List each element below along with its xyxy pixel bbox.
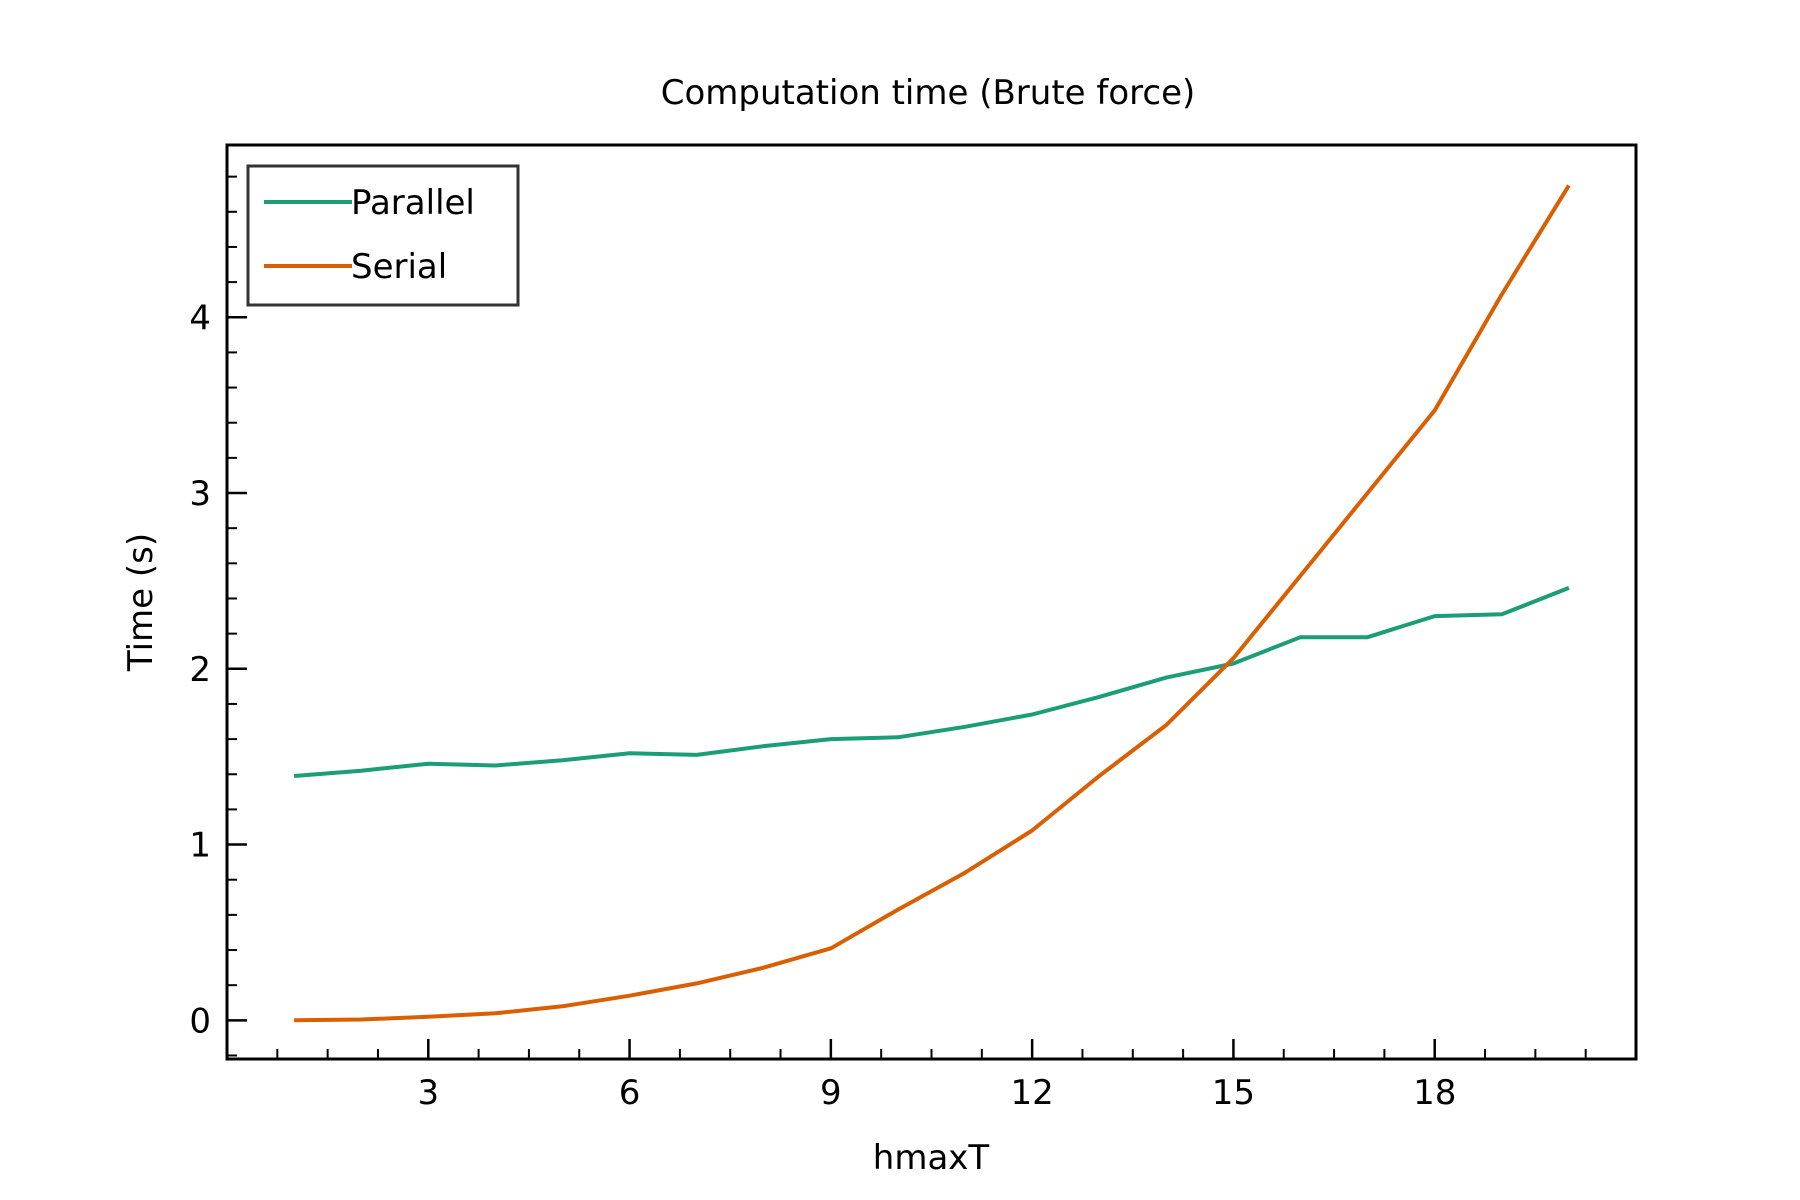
x-tick-label: 12: [1011, 1073, 1054, 1113]
x-tick-label: 15: [1212, 1073, 1255, 1113]
y-tick-label: 4: [189, 298, 211, 338]
plot-frame: [225, 143, 1638, 1061]
legend: Parallel Serial: [246, 164, 520, 307]
y-tick-label: 1: [189, 826, 211, 866]
y-tick-label: 3: [189, 474, 211, 514]
x-tick-label: 9: [820, 1073, 842, 1113]
chart-title: Computation time (Brute force): [661, 73, 1196, 113]
legend-label-parallel: Parallel: [351, 183, 475, 223]
x-axis-label: hmaxT: [873, 1138, 990, 1178]
series-line-serial: [294, 184, 1571, 1023]
y-axis-label: Time (s): [121, 533, 161, 672]
x-tick-label: 3: [417, 1073, 439, 1113]
series-line-parallel: [293, 586, 1570, 778]
x-tick-label: 18: [1413, 1073, 1456, 1113]
y-tick-label: 0: [189, 1001, 211, 1041]
legend-label-serial: Serial: [351, 247, 447, 287]
y-tick-label: 2: [189, 650, 211, 690]
legend-box: [246, 164, 520, 307]
x-tick-label: 6: [619, 1073, 641, 1113]
lines-layer: [293, 184, 1571, 1023]
